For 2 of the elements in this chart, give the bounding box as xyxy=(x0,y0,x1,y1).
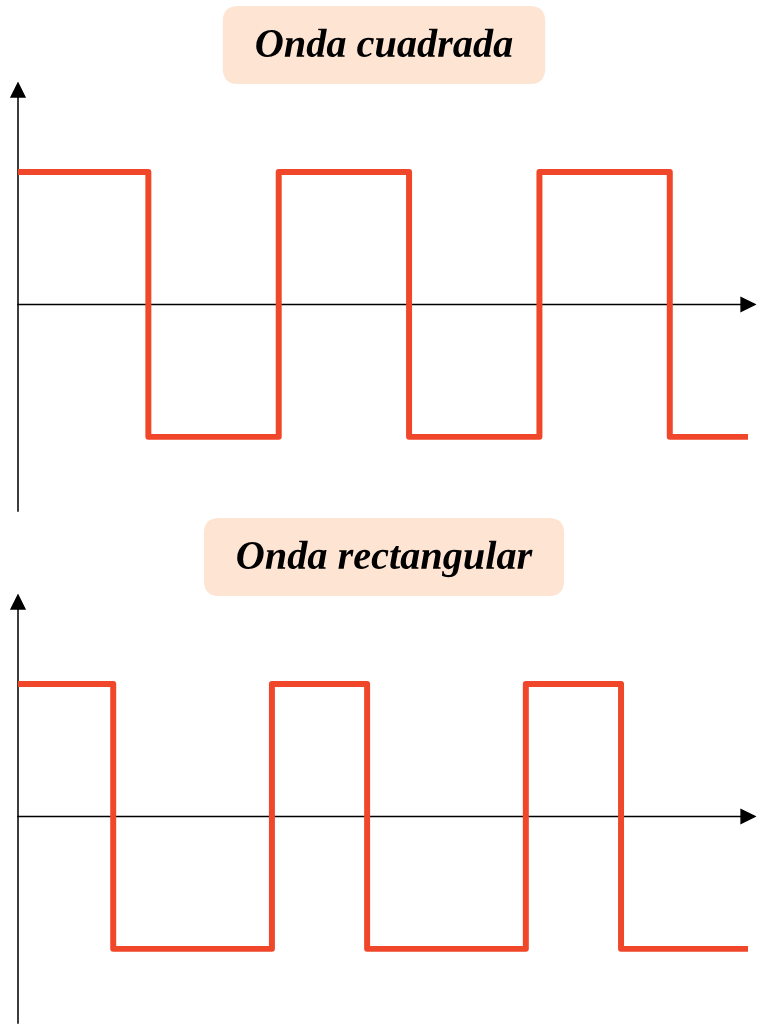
chart-title: Onda rectangular xyxy=(237,540,533,578)
chart-title: Onda cuadrada xyxy=(256,28,513,58)
